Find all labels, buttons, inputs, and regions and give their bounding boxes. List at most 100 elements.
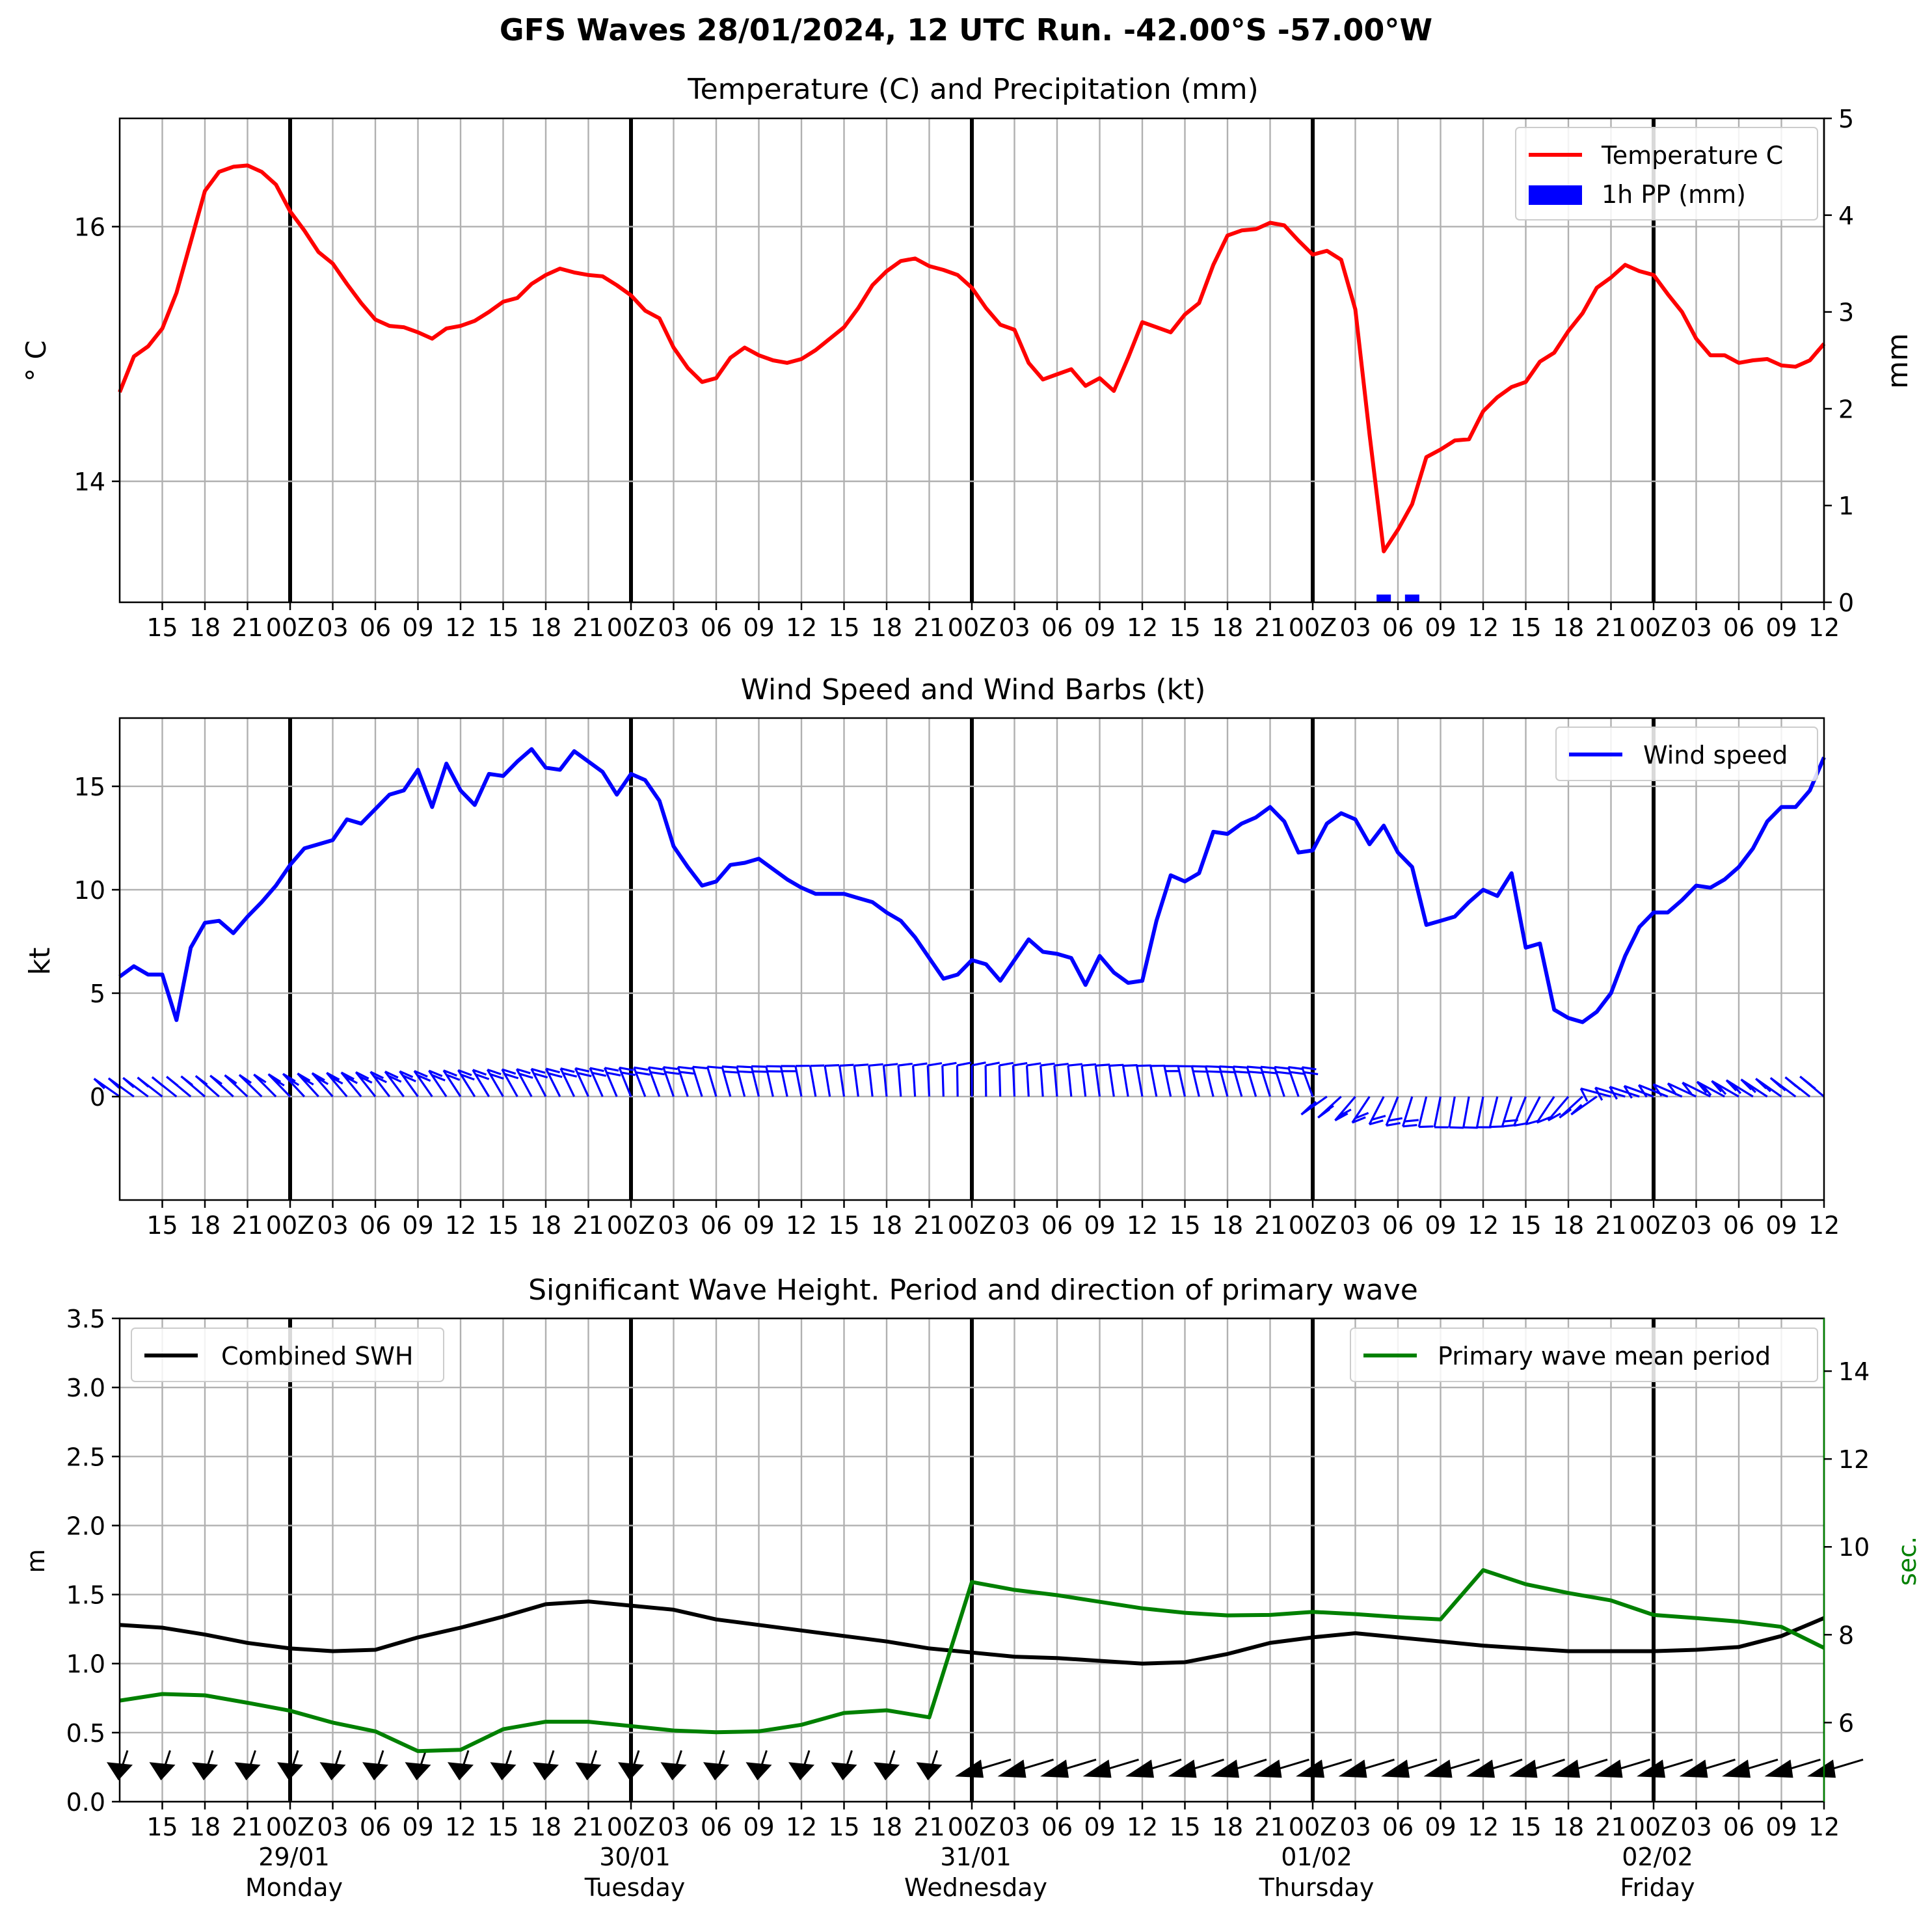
x-tick-label: 09 <box>1765 1813 1797 1841</box>
wind-barb-feather <box>431 1074 446 1082</box>
wind-barb-staff <box>1067 1065 1073 1097</box>
wind-barb-feather <box>358 1075 373 1084</box>
x-tick-label: 00Z <box>266 613 314 642</box>
legend-period-label: Primary wave mean period <box>1438 1342 1771 1370</box>
wave-arrow <box>234 1750 261 1781</box>
wave-arrow-head <box>1338 1759 1367 1778</box>
wind-barb-staff <box>1475 1096 1484 1128</box>
x-tick-label: 06 <box>1382 1813 1414 1841</box>
wind-barb-feather <box>1026 1062 1041 1067</box>
x-tick-label: 15 <box>487 1813 518 1841</box>
x-tick-label: 21 <box>1595 1813 1626 1841</box>
wind-barb <box>151 1076 178 1098</box>
wave-arrow-head <box>916 1762 943 1781</box>
y-tick-label: 2.0 <box>66 1512 105 1540</box>
wind-barb-staff <box>1012 1065 1016 1097</box>
wind-barb-feather <box>428 1069 443 1077</box>
wind-barb-feather <box>518 1073 533 1079</box>
x-tick-label: 06 <box>1041 1813 1073 1841</box>
wind-barb <box>897 1062 913 1097</box>
x-tick-label: 18 <box>871 613 902 642</box>
wind-barb-staff <box>1524 1096 1541 1125</box>
wind-barb-feather <box>650 1071 665 1076</box>
wind-barb <box>1025 1062 1041 1097</box>
wave-arrow-head <box>1594 1759 1623 1778</box>
wind-barb-feather <box>1740 1078 1752 1091</box>
wind-barb-feather <box>461 1073 475 1081</box>
wind-barb <box>1190 1065 1208 1097</box>
wind-barb <box>1301 1066 1319 1097</box>
wind-barb <box>1368 1096 1386 1126</box>
wind-barb-feather <box>329 1076 343 1085</box>
wind-barb <box>457 1069 476 1097</box>
wind-barb-staff <box>1177 1065 1187 1097</box>
wind-barb-staff <box>1040 1065 1044 1097</box>
wave-arrow <box>1381 1758 1438 1778</box>
wave-arrow-head <box>1296 1759 1324 1778</box>
wind-barb <box>1108 1063 1124 1097</box>
wind-barb <box>1402 1096 1419 1128</box>
wave-arrow-head <box>955 1759 984 1778</box>
wind-barb <box>559 1067 578 1097</box>
wind-barb-staff <box>1609 1086 1640 1098</box>
x-tick-label: 06 <box>1723 613 1754 642</box>
wind-barb <box>1462 1096 1478 1129</box>
wave-arrow <box>405 1750 431 1781</box>
x-tick-label: 12 <box>1468 1813 1499 1841</box>
wind-barb <box>750 1065 768 1097</box>
x-tick-label: 21 <box>232 1813 263 1841</box>
wind-barb-feather <box>913 1062 928 1067</box>
wind-barb-staff <box>1682 1082 1711 1098</box>
wind-barb-feather <box>301 1076 314 1086</box>
wind-barb-staff <box>1136 1065 1144 1097</box>
x-tick-label: 21 <box>913 613 945 642</box>
date-label: 01/02 <box>1281 1843 1352 1871</box>
wind-barb-feather <box>1536 1116 1551 1124</box>
x-tick-label: 00Z <box>1630 1813 1678 1841</box>
wind-barb-staff <box>1433 1096 1442 1128</box>
wind-barb-feather <box>1352 1116 1366 1124</box>
wind-barb-feather <box>1337 1108 1352 1117</box>
x-tick-label: 03 <box>1339 1211 1371 1240</box>
wind-barb-staff <box>1108 1065 1115 1097</box>
wind-barb <box>1769 1077 1797 1098</box>
wind-barb <box>428 1069 448 1097</box>
wind-barb <box>794 1064 810 1097</box>
wave-arrow <box>1211 1758 1267 1778</box>
wind-barb-feather <box>340 1071 355 1080</box>
wind-barb-feather <box>180 1075 193 1086</box>
wind-barb <box>399 1070 419 1097</box>
wind-barb <box>195 1074 220 1098</box>
wind-barb-staff <box>912 1065 917 1097</box>
wave-arrow-head <box>745 1762 772 1781</box>
figure-title: GFS Waves 28/01/2024, 12 UTC Run. -42.00… <box>500 12 1432 47</box>
wind-barb <box>253 1073 277 1098</box>
wind-barb <box>1287 1066 1305 1097</box>
wind-barb-feather <box>388 1074 402 1083</box>
wind-barb <box>1204 1065 1222 1097</box>
wind-barb-feather <box>1136 1064 1151 1067</box>
y-tick-label: 0.0 <box>66 1788 105 1817</box>
wind-barb <box>633 1066 651 1097</box>
y2-tick-label: 14 <box>1838 1357 1870 1386</box>
x-tick-label: 09 <box>743 613 774 642</box>
wind-barb-feather <box>151 1076 164 1088</box>
wind-barb-feather <box>1570 1104 1583 1115</box>
wave-arrow-head <box>1211 1759 1239 1778</box>
wind-barb <box>735 1065 753 1097</box>
x-tick-label: 06 <box>360 1211 391 1240</box>
x-tick-label: 18 <box>530 613 561 642</box>
x-tick-label: 15 <box>487 1211 518 1240</box>
wind-barb-feather <box>678 1065 693 1070</box>
x-tick-label: 12 <box>786 1211 817 1240</box>
x-tick-label: 09 <box>1084 1211 1115 1240</box>
wave-arrow <box>1466 1758 1523 1778</box>
wave-arrow-head <box>277 1762 303 1781</box>
wind-barb-feather <box>1302 1066 1317 1071</box>
x-tick-label: 09 <box>402 1813 433 1841</box>
wind-barb-feather <box>1711 1080 1723 1093</box>
wind-barb-feather <box>1463 1126 1478 1129</box>
